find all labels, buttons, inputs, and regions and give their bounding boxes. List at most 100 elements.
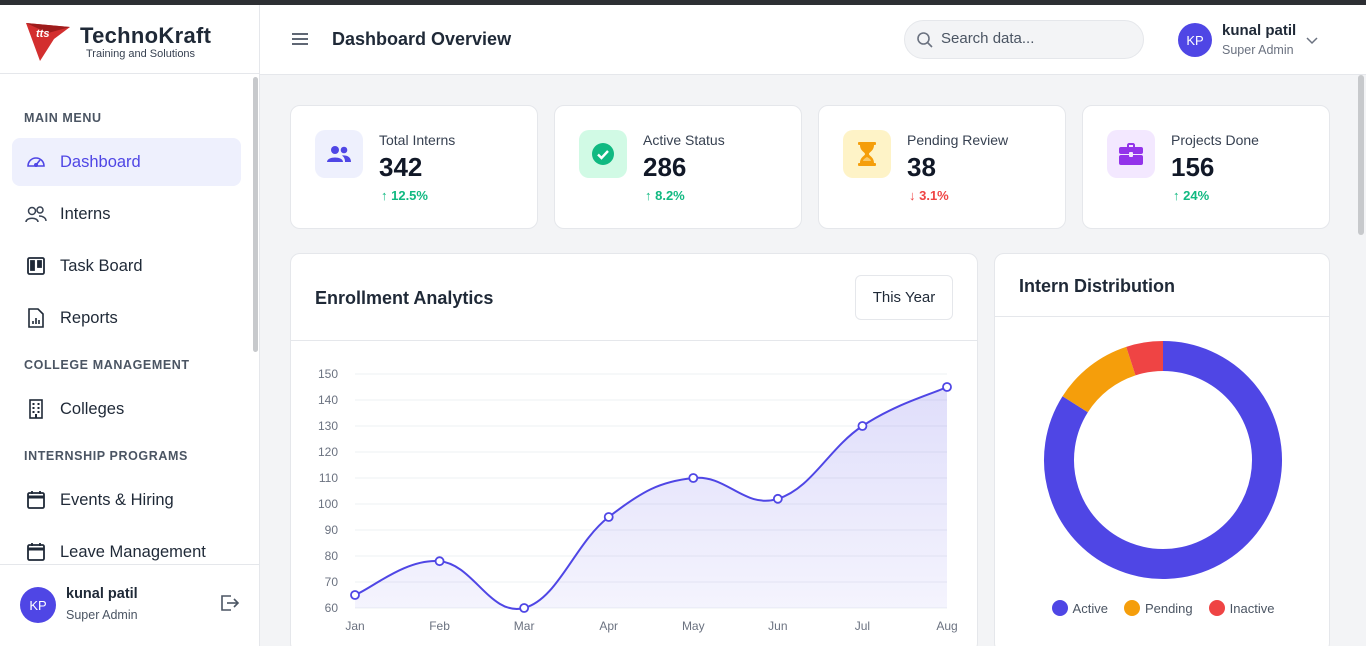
stat-delta: ↑ 8.2% <box>645 188 685 203</box>
sidebar-item-task-board[interactable]: Task Board <box>12 242 241 290</box>
user-name: kunal patil <box>66 586 138 602</box>
stat-card-pending-review[interactable]: Pending Review 38 ↓ 3.1% <box>818 105 1066 229</box>
sidebar-item-label: Dashboard <box>60 152 141 171</box>
stat-card-projects-done[interactable]: Projects Done 156 ↑ 24% <box>1082 105 1330 229</box>
y-tick-label: 60 <box>325 601 339 615</box>
check-circle-icon <box>579 130 627 178</box>
legend-item-inactive[interactable]: Inactive <box>1208 600 1274 616</box>
x-tick-label: Apr <box>599 619 618 633</box>
header-user-name[interactable]: kunal patil <box>1222 22 1297 39</box>
page-scrollbar[interactable] <box>1358 75 1364 235</box>
stat-delta: ↑ 24% <box>1173 188 1210 203</box>
stat-value: 286 <box>643 152 687 182</box>
stat-label: Pending Review <box>907 132 1009 148</box>
sidebar-nav: MAIN MENU Dashboard Interns Task Board R… <box>0 75 259 565</box>
x-tick-label: Jun <box>768 619 787 633</box>
building-icon <box>25 398 47 420</box>
section-college-management: COLLEGE MANAGEMENT <box>24 358 190 372</box>
stat-label: Projects Done <box>1171 132 1259 148</box>
data-point-jul[interactable] <box>857 421 868 431</box>
stat-label: Total Interns <box>379 132 456 148</box>
chevron-down-icon[interactable] <box>1305 33 1319 51</box>
y-tick-label: 120 <box>318 445 338 459</box>
legend-item-active[interactable]: Active <box>1051 600 1108 616</box>
divider <box>291 340 977 341</box>
users-icon <box>315 130 363 178</box>
window-top-bar <box>0 0 1366 5</box>
users-icon <box>25 203 47 225</box>
legend-swatch <box>1123 600 1140 616</box>
sidebar-item-colleges[interactable]: Colleges <box>12 385 241 433</box>
x-tick-label: Jul <box>855 619 870 633</box>
top-header: Dashboard Overview KP kunal patil Super … <box>260 5 1366 75</box>
data-point-may[interactable] <box>688 473 699 483</box>
panel-title: Intern Distribution <box>1019 276 1175 296</box>
donut-slice-active[interactable] <box>1044 341 1282 579</box>
x-tick-label: Aug <box>936 619 957 633</box>
y-tick-label: 150 <box>318 367 338 381</box>
stat-delta: ↑ 12.5% <box>381 188 428 203</box>
data-point-feb[interactable] <box>434 556 445 567</box>
legend-label: Active <box>1072 600 1108 616</box>
sidebar-item-leave-management[interactable]: Leave Management <box>12 528 241 565</box>
stat-card-total-interns[interactable]: Total Interns 342 ↑ 12.5% <box>290 105 538 229</box>
page-title: Dashboard Overview <box>332 29 512 49</box>
x-tick-label: Feb <box>429 619 450 633</box>
period-select-button[interactable]: This Year <box>855 275 953 320</box>
y-tick-label: 130 <box>318 419 338 433</box>
y-tick-label: 100 <box>318 497 338 511</box>
logout-icon[interactable] <box>220 594 240 617</box>
chart-legend: Active Pending Inactive <box>995 600 1329 616</box>
brand-name: TechnoKraft <box>80 23 212 48</box>
avatar[interactable]: KP <box>20 587 56 623</box>
enrollment-area-chart: 60 70 80 90 100 110 120 130 140 150 Jan Feb Mar Apr Ma… <box>318 367 958 633</box>
stat-label: Active Status <box>643 132 725 148</box>
sidebar-item-label: Leave Management <box>60 542 206 561</box>
y-tick-label: 90 <box>325 523 339 537</box>
y-tick-label: 140 <box>318 393 338 407</box>
search-input[interactable] <box>941 30 1131 47</box>
sidebar-item-reports[interactable]: Reports <box>12 294 241 342</box>
data-point-apr[interactable] <box>603 512 614 522</box>
donut-slice-inactive[interactable] <box>1126 341 1164 376</box>
divider <box>995 316 1329 317</box>
sidebar-item-label: Interns <box>60 204 111 223</box>
sidebar-item-label: Events & Hiring <box>60 490 174 509</box>
sidebar-item-label: Colleges <box>60 399 125 418</box>
legend-item-pending[interactable]: Pending <box>1123 600 1193 616</box>
briefcase-icon <box>1107 130 1155 178</box>
hamburger-menu-icon[interactable] <box>291 31 309 52</box>
brand-tagline: Training and Solutions <box>86 48 196 60</box>
x-tick-label: Jan <box>345 619 364 633</box>
brand-logo-text: tts <box>36 28 49 40</box>
data-point-jan[interactable] <box>350 590 360 600</box>
series-line <box>354 386 948 610</box>
sidebar-item-interns[interactable]: Interns <box>12 190 241 238</box>
header-avatar[interactable]: KP <box>1178 23 1212 57</box>
donut-slice-pending[interactable] <box>1062 346 1136 413</box>
stat-card-active-status[interactable]: Active Status 286 ↑ 8.2% <box>554 105 802 229</box>
sidebar: tts TechnoKraft Training and Solutions M… <box>0 5 260 646</box>
data-point-aug[interactable] <box>942 382 952 392</box>
calendar-icon <box>25 489 47 511</box>
intern-distribution-panel: Intern Distribution Active Pending Inactiv… <box>994 253 1330 646</box>
y-tick-label: 70 <box>325 575 339 589</box>
report-icon <box>25 307 47 329</box>
brand[interactable]: tts TechnoKraft Training and Solutions <box>0 5 259 74</box>
x-tick-label: Mar <box>514 619 535 633</box>
search-box[interactable] <box>904 20 1144 59</box>
data-point-jun[interactable] <box>772 493 783 504</box>
brand-logo-icon: tts <box>26 23 70 61</box>
stat-value: 38 <box>907 152 936 182</box>
stat-delta: ↓ 3.1% <box>909 188 949 203</box>
section-internship-programs: INTERNSHIP PROGRAMS <box>24 449 188 463</box>
data-point-mar[interactable] <box>519 603 530 613</box>
user-role: Super Admin <box>66 608 138 622</box>
y-tick-label: 110 <box>319 471 338 485</box>
sidebar-item-dashboard[interactable]: Dashboard <box>12 138 241 186</box>
panel-title: Enrollment Analytics <box>315 288 494 308</box>
sidebar-item-events-hiring[interactable]: Events & Hiring <box>12 476 241 524</box>
x-tick-label: May <box>682 619 705 633</box>
sidebar-scrollbar[interactable] <box>253 77 258 352</box>
legend-swatch <box>1208 600 1225 616</box>
